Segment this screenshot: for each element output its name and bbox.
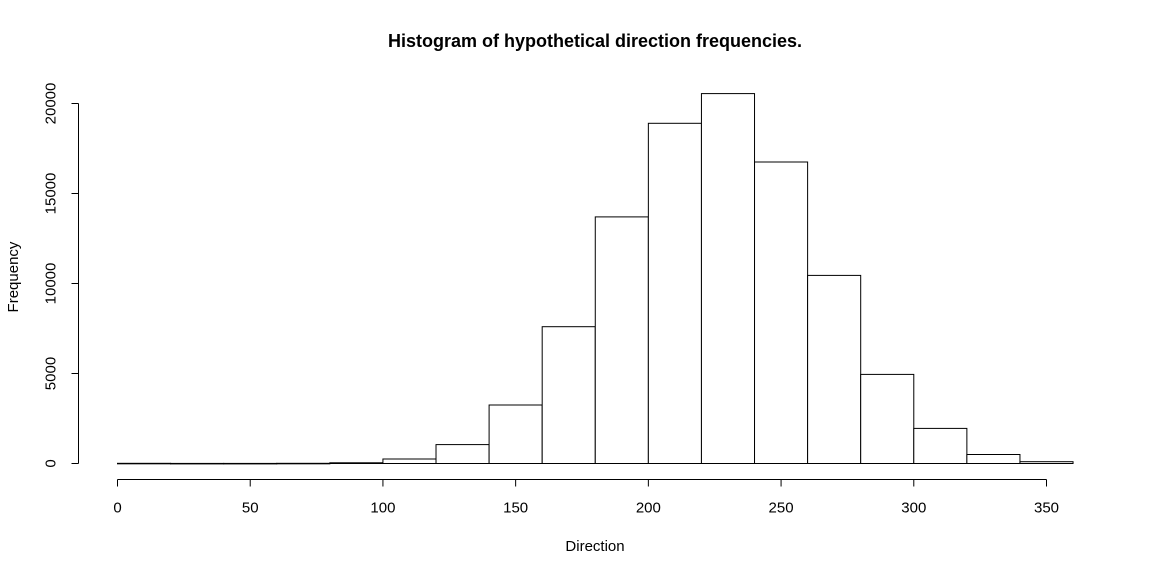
histogram-bar — [860, 373, 915, 464]
histogram-bar — [700, 93, 756, 464]
x-tick-label: 0 — [113, 500, 121, 517]
x-tick-label: 100 — [370, 500, 395, 517]
histogram-bar — [276, 462, 331, 465]
histogram-bar — [1019, 461, 1074, 465]
histogram-bar — [435, 444, 490, 465]
histogram-bar — [754, 161, 809, 464]
x-tick-label: 250 — [769, 500, 794, 517]
x-tick-label: 150 — [503, 500, 528, 517]
histogram-bar — [382, 458, 437, 464]
y-axis-label: Frequency — [5, 241, 22, 312]
histogram-bar — [913, 427, 968, 464]
x-tick-label: 50 — [242, 500, 259, 517]
histogram-bar — [807, 274, 862, 464]
x-axis: 0 50 100 150 200 250 300 350 — [113, 479, 1059, 517]
histogram-bar — [541, 326, 596, 465]
histogram-bar — [488, 404, 543, 464]
y-tick-label: 15000 — [43, 173, 60, 215]
histogram-bar — [594, 216, 649, 464]
histogram-bar — [966, 454, 1021, 464]
histogram-bar — [223, 462, 278, 465]
histogram-bars — [117, 93, 1074, 465]
histogram-bar — [647, 122, 702, 465]
y-tick-label: 5000 — [43, 357, 60, 390]
histogram-bar — [329, 462, 384, 464]
x-axis-label: Direction — [565, 538, 624, 555]
y-tick-label: 10000 — [43, 263, 60, 305]
y-axis: 0 5000 10000 15000 20000 — [43, 83, 79, 468]
x-tick-label: 200 — [636, 500, 661, 517]
y-tick-label: 20000 — [43, 83, 60, 125]
chart-title: Histogram of hypothetical direction freq… — [388, 31, 802, 51]
histogram-bar — [170, 462, 225, 465]
x-tick-label: 300 — [901, 500, 926, 517]
histogram-bar — [117, 462, 172, 465]
x-tick-label: 350 — [1034, 500, 1059, 517]
y-tick-label: 0 — [43, 459, 60, 467]
